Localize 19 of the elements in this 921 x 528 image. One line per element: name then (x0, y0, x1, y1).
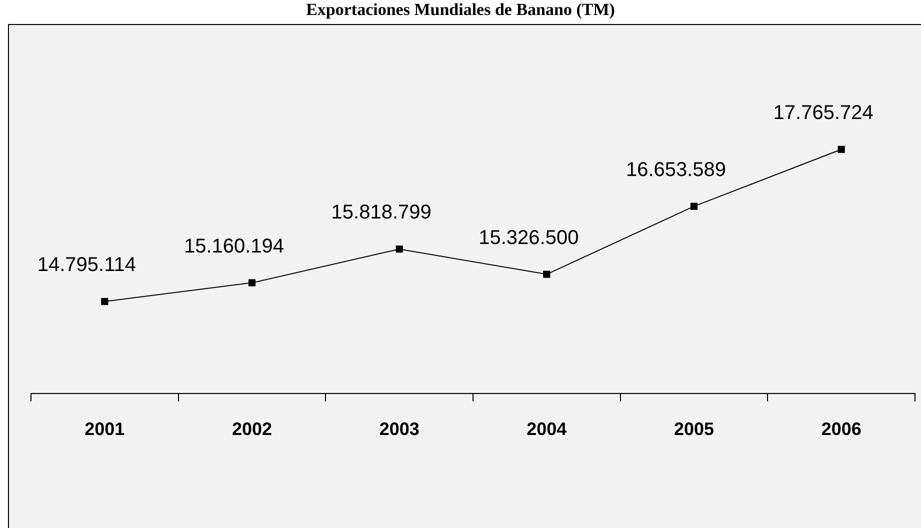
data-label: 16.653.589 (626, 158, 726, 181)
point (396, 246, 403, 253)
chart-title: Exportaciones Mundiales de Banano (TM) (305, 0, 616, 20)
point (690, 202, 698, 210)
data-label: 15.160.194 (184, 235, 284, 258)
data-label: 15.326.500 (478, 226, 579, 249)
data-label: 17.765.724 (773, 102, 874, 124)
point (543, 270, 550, 278)
x-tick-label: 2003 (379, 419, 420, 440)
point (101, 298, 108, 306)
data-label: 15.818.799 (331, 202, 432, 224)
x-tick-label: 2005 (674, 419, 714, 440)
x-tick-label: 2004 (526, 419, 567, 440)
point (838, 146, 845, 153)
x-tick-label: 2006 (821, 419, 862, 440)
point (248, 279, 256, 286)
x-tick-label: 2001 (84, 419, 125, 440)
data-label: 14.795.114 (37, 254, 136, 276)
x-tick-label: 2002 (232, 419, 272, 440)
